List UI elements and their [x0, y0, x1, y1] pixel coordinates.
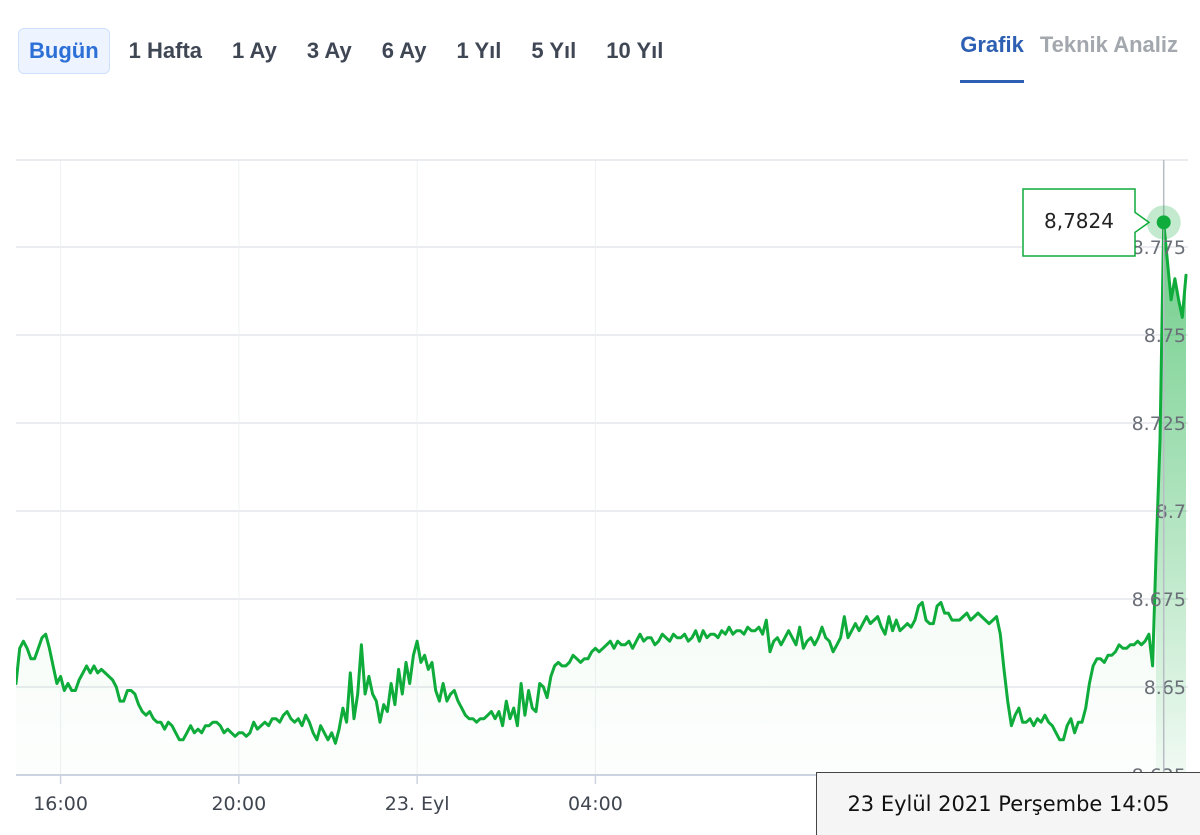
y-tick-label: 8.725 — [1132, 413, 1186, 435]
range-tab-5-yil[interactable]: 5 Yıl — [531, 38, 577, 63]
value-tooltip: 8,7824 — [1022, 188, 1151, 257]
range-tab-1-hafta[interactable]: 1 Hafta — [128, 38, 203, 63]
area-fill — [16, 222, 1186, 775]
value-tooltip-text: 8,7824 — [1044, 209, 1114, 233]
price-area — [16, 222, 1186, 775]
view-tabs: Grafik Teknik Analiz — [944, 28, 1178, 83]
x-axis-ticks: 16:00 20:00 23. Eyl 04:00 — [33, 775, 623, 815]
y-tick-label: 8.675 — [1132, 589, 1186, 611]
tab-grafik[interactable]: Grafik — [960, 28, 1024, 83]
x-tick-label: 16:00 — [33, 793, 88, 815]
hover-point — [1156, 215, 1171, 230]
series-line — [16, 220, 1188, 745]
range-tab-6-ay[interactable]: 6 Ay — [381, 38, 427, 63]
tab-teknik-analiz[interactable]: Teknik Analiz — [1039, 32, 1178, 57]
x-tick-label: 04:00 — [568, 793, 623, 815]
y-tick-label: 8.775 — [1132, 237, 1186, 259]
y-tick-label: 8.7 — [1156, 501, 1186, 523]
x-tick-label: 23. Eyl — [385, 793, 450, 815]
y-tick-label: 8.65 — [1144, 677, 1186, 699]
range-tab-1-ay[interactable]: 1 Ay — [232, 38, 277, 63]
x-tick-label: 20:00 — [211, 793, 266, 815]
range-tab-bugun[interactable]: Bugün — [18, 28, 110, 74]
hover-marker — [1146, 160, 1181, 775]
price-line — [16, 220, 1188, 745]
range-tab-1-yil[interactable]: 1 Yıl — [456, 38, 502, 63]
value-tooltip-box — [1022, 188, 1151, 257]
y-tick-label: 8.75 — [1144, 325, 1186, 347]
range-tab-3-ay[interactable]: 3 Ay — [306, 38, 352, 63]
grid-lines — [16, 160, 1188, 775]
range-tabs: Bugün 1 Hafta 1 Ay 3 Ay 6 Ay 1 Yıl 5 Yıl… — [18, 28, 682, 74]
date-tooltip: 23 Eylül 2021 Perşembe 14:05 — [816, 772, 1200, 835]
range-tab-10-yil[interactable]: 10 Yıl — [606, 38, 664, 63]
